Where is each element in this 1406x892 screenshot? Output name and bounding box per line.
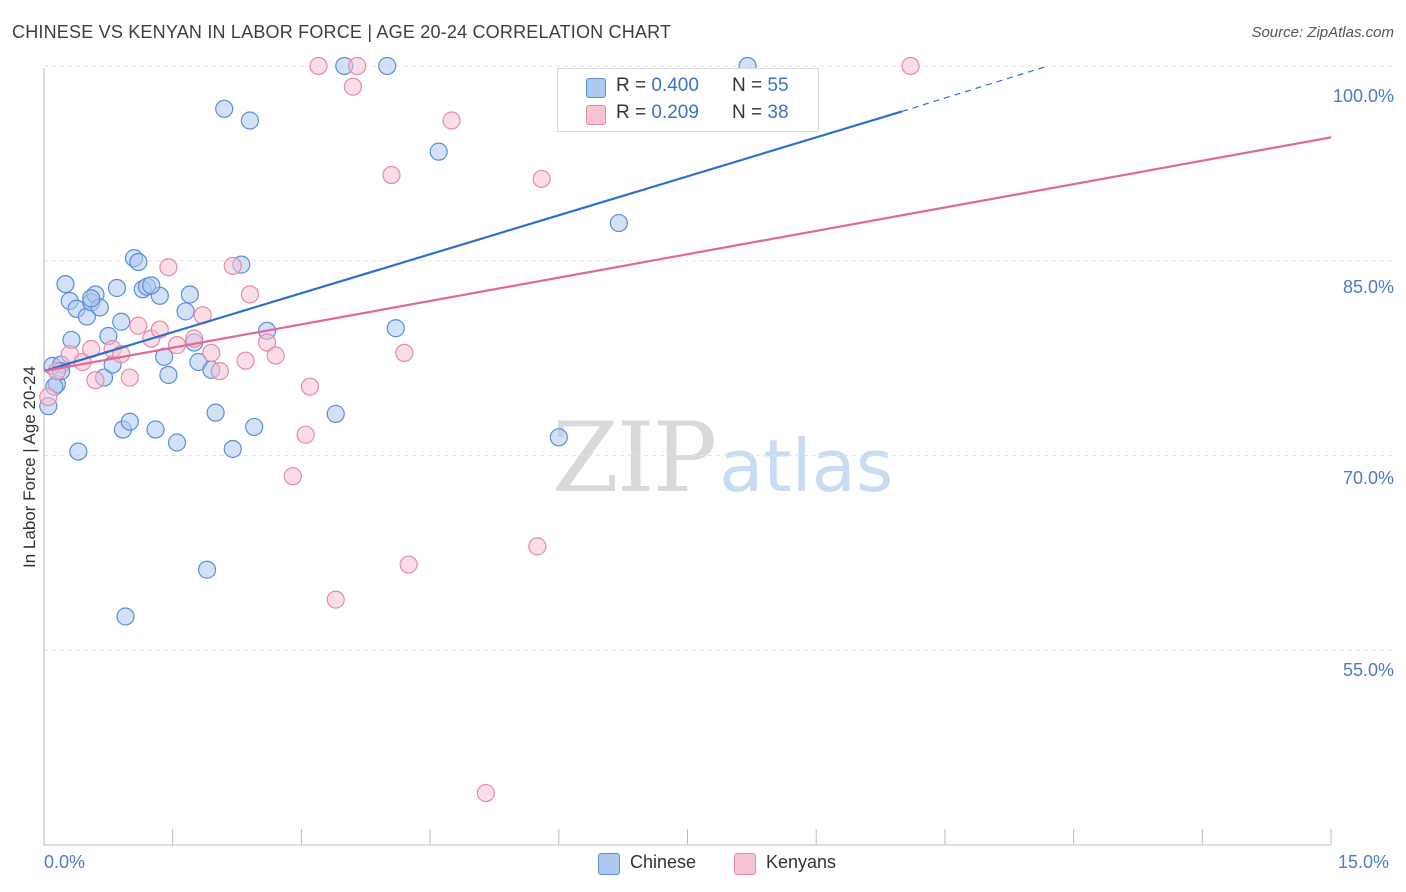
point-chinese bbox=[129, 252, 148, 272]
legend-r-kenyans: R = 0.209 bbox=[616, 102, 699, 123]
point-kenyans bbox=[210, 361, 229, 381]
point-kenyans bbox=[476, 783, 495, 803]
point-chinese bbox=[146, 420, 165, 439]
source-credit: Source: ZipAtlas.com bbox=[1251, 24, 1394, 41]
point-chinese bbox=[112, 312, 131, 331]
y-tick-label-85: 85.0% bbox=[1342, 277, 1394, 297]
trend-line-kenyans bbox=[43, 136, 1332, 373]
bottom-legend-label-chinese: Chinese bbox=[630, 852, 697, 872]
point-chinese bbox=[167, 433, 187, 452]
point-chinese bbox=[215, 99, 234, 118]
x-tick-label-min: 0.0% bbox=[44, 852, 86, 872]
point-kenyans bbox=[240, 285, 260, 304]
y-tick-label-55: 55.0% bbox=[1342, 660, 1394, 680]
point-chinese bbox=[69, 442, 88, 461]
point-kenyans bbox=[528, 537, 547, 556]
point-kenyans bbox=[257, 333, 277, 352]
legend-n-chinese: N = 55 bbox=[732, 75, 789, 96]
point-kenyans bbox=[202, 343, 221, 363]
point-kenyans bbox=[129, 316, 148, 335]
chart-title: CHINESE VS KENYAN IN LABOR FORCE | AGE 2… bbox=[12, 22, 672, 42]
point-chinese bbox=[429, 142, 448, 161]
point-kenyans bbox=[39, 387, 58, 407]
legend-swatch-kenyans bbox=[586, 105, 606, 125]
y-tick-label-100: 100.0% bbox=[1332, 86, 1394, 106]
y-tick-label-70: 70.0% bbox=[1342, 468, 1394, 488]
point-kenyans bbox=[532, 169, 551, 189]
x-tick-label-max: 15.0% bbox=[1338, 852, 1390, 872]
point-chinese bbox=[549, 428, 568, 447]
point-kenyans bbox=[382, 165, 401, 185]
point-kenyans bbox=[442, 111, 461, 130]
trend-line-chinese bbox=[43, 110, 903, 373]
stats-legend: R = 0.400 N = 55 R = 0.209 N = 38 bbox=[557, 68, 819, 132]
point-chinese bbox=[116, 607, 135, 626]
legend-r-chinese: R = 0.400 bbox=[616, 75, 699, 96]
point-kenyans bbox=[395, 343, 414, 363]
trend-extension-chinese bbox=[901, 65, 1049, 112]
point-kenyans bbox=[266, 346, 285, 365]
point-kenyans bbox=[86, 371, 105, 390]
point-chinese bbox=[245, 417, 264, 437]
legend-n-kenyans: N = 38 bbox=[732, 102, 789, 123]
legend-swatch-chinese bbox=[586, 78, 606, 98]
point-chinese bbox=[223, 439, 242, 459]
point-chinese bbox=[82, 289, 101, 308]
point-kenyans bbox=[296, 425, 315, 444]
point-kenyans bbox=[343, 77, 362, 96]
point-kenyans bbox=[901, 56, 920, 76]
y-axis-label: In Labor Force | Age 20-24 bbox=[20, 366, 39, 568]
point-chinese bbox=[378, 56, 397, 76]
point-kenyans bbox=[120, 368, 139, 387]
point-chinese bbox=[326, 404, 345, 424]
point-chinese bbox=[176, 302, 195, 321]
bottom-legend-chinese: Chinese bbox=[598, 852, 697, 875]
point-chinese bbox=[56, 274, 75, 294]
point-kenyans bbox=[300, 377, 320, 396]
point-chinese bbox=[142, 276, 161, 295]
point-chinese bbox=[120, 412, 139, 431]
bottom-legend-swatch-chinese bbox=[598, 853, 620, 875]
point-kenyans bbox=[326, 590, 345, 609]
point-chinese bbox=[240, 111, 260, 130]
bottom-legend-swatch-kenyans bbox=[734, 853, 756, 875]
point-kenyans bbox=[223, 256, 242, 276]
point-kenyans bbox=[159, 258, 178, 277]
legend-row-kenyans: R = 0.209 N = 38 bbox=[558, 102, 818, 128]
point-chinese bbox=[206, 403, 225, 422]
point-chinese bbox=[159, 365, 178, 385]
point-chinese bbox=[197, 560, 217, 579]
bottom-legend-kenyans: Kenyans bbox=[734, 852, 837, 875]
bottom-legend-label-kenyans: Kenyans bbox=[766, 852, 837, 872]
point-kenyans bbox=[309, 56, 328, 76]
point-chinese bbox=[107, 278, 127, 298]
point-chinese bbox=[180, 285, 199, 304]
point-kenyans bbox=[236, 351, 255, 370]
legend-row-chinese: R = 0.400 N = 55 bbox=[558, 75, 818, 101]
point-chinese bbox=[609, 213, 628, 233]
point-kenyans bbox=[348, 56, 367, 76]
point-kenyans bbox=[283, 467, 302, 486]
point-kenyans bbox=[399, 555, 418, 574]
point-chinese bbox=[386, 319, 405, 338]
